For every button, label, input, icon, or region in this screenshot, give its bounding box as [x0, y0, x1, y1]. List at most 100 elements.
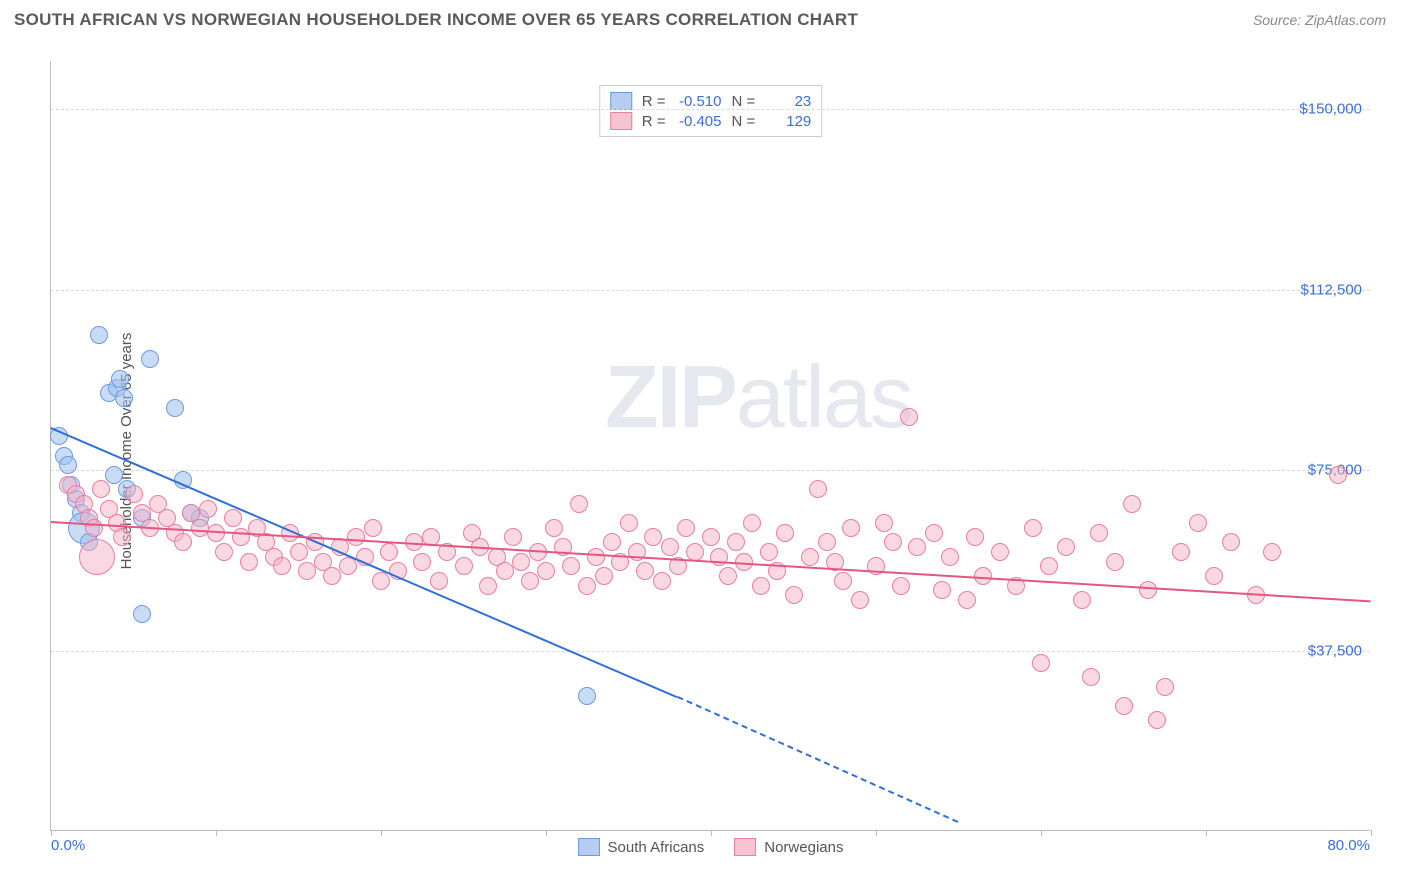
data-point	[809, 480, 827, 498]
data-point	[133, 605, 151, 623]
data-point	[1057, 538, 1075, 556]
r-value: -0.510	[676, 93, 722, 110]
x-tick-mark	[711, 830, 712, 836]
data-point	[240, 553, 258, 571]
data-point	[1073, 591, 1091, 609]
data-point	[174, 533, 192, 551]
r-label: R =	[642, 93, 666, 110]
data-point	[105, 466, 123, 484]
x-tick-mark	[1371, 830, 1372, 836]
data-point	[113, 528, 131, 546]
x-axis-label-left: 0.0%	[51, 837, 85, 854]
legend-series-item: South Africans	[578, 838, 705, 856]
grid-line	[51, 470, 1370, 471]
correlation-legend: R = -0.510 N = 23 R = -0.405 N = 129	[599, 85, 823, 137]
data-point	[59, 456, 77, 474]
r-value: -0.405	[676, 113, 722, 130]
legend-stat-row: R = -0.510 N = 23	[610, 92, 812, 110]
data-point	[323, 567, 341, 585]
data-point	[1123, 495, 1141, 513]
data-point	[1115, 697, 1133, 715]
data-point	[380, 543, 398, 561]
data-point	[562, 557, 580, 575]
data-point	[966, 528, 984, 546]
data-point	[760, 543, 778, 561]
data-point	[111, 370, 129, 388]
data-point	[512, 553, 530, 571]
y-tick-label: $37,500	[1308, 642, 1362, 659]
data-point	[620, 514, 638, 532]
data-point	[603, 533, 621, 551]
data-point	[900, 408, 918, 426]
data-point	[1032, 654, 1050, 672]
data-point	[958, 591, 976, 609]
data-point	[347, 528, 365, 546]
data-point	[215, 543, 233, 561]
legend-swatch	[734, 838, 756, 856]
data-point	[636, 562, 654, 580]
data-point	[743, 514, 761, 532]
y-tick-label: $150,000	[1299, 101, 1362, 118]
data-point	[92, 480, 110, 498]
legend-swatch	[610, 92, 632, 110]
data-point	[892, 577, 910, 595]
data-point	[1189, 514, 1207, 532]
data-point	[298, 562, 316, 580]
x-tick-mark	[1041, 830, 1042, 836]
data-point	[504, 528, 522, 546]
data-point	[273, 557, 291, 575]
data-point	[537, 562, 555, 580]
data-point	[941, 548, 959, 566]
n-label: N =	[732, 93, 756, 110]
data-point	[727, 533, 745, 551]
data-point	[1148, 711, 1166, 729]
data-point	[479, 577, 497, 595]
data-point	[364, 519, 382, 537]
data-point	[644, 528, 662, 546]
r-label: R =	[642, 113, 666, 130]
n-value: 129	[765, 113, 811, 130]
data-point	[653, 572, 671, 590]
series-legend: South AfricansNorwegians	[578, 838, 844, 856]
source-prefix: Source:	[1253, 12, 1305, 28]
y-tick-label: $112,500	[1301, 281, 1362, 298]
data-point	[578, 687, 596, 705]
chart-source: Source: ZipAtlas.com	[1253, 12, 1386, 28]
data-point	[199, 500, 217, 518]
data-point	[1172, 543, 1190, 561]
trend-line	[50, 427, 678, 698]
data-point	[125, 485, 143, 503]
data-point	[90, 326, 108, 344]
data-point	[925, 524, 943, 542]
data-point	[834, 572, 852, 590]
data-point	[191, 519, 209, 537]
n-label: N =	[732, 113, 756, 130]
data-point	[578, 577, 596, 595]
data-point	[290, 543, 308, 561]
grid-line	[51, 651, 1370, 652]
source-link[interactable]: ZipAtlas.com	[1305, 12, 1386, 28]
data-point	[851, 591, 869, 609]
x-tick-mark	[546, 830, 547, 836]
x-tick-mark	[216, 830, 217, 836]
n-value: 23	[765, 93, 811, 110]
x-tick-mark	[876, 830, 877, 836]
chart-header: SOUTH AFRICAN VS NORWEGIAN HOUSEHOLDER I…	[0, 0, 1406, 36]
data-point	[545, 519, 563, 537]
data-point	[1205, 567, 1223, 585]
trend-line	[677, 696, 958, 823]
data-point	[587, 548, 605, 566]
x-tick-mark	[1206, 830, 1207, 836]
data-point	[141, 350, 159, 368]
data-point	[801, 548, 819, 566]
data-point	[818, 533, 836, 551]
watermark-thin: atlas	[736, 347, 912, 446]
data-point	[702, 528, 720, 546]
data-point	[1156, 678, 1174, 696]
data-point	[496, 562, 514, 580]
data-point	[686, 543, 704, 561]
data-point	[372, 572, 390, 590]
data-point	[661, 538, 679, 556]
data-point	[991, 543, 1009, 561]
data-point	[1139, 581, 1157, 599]
